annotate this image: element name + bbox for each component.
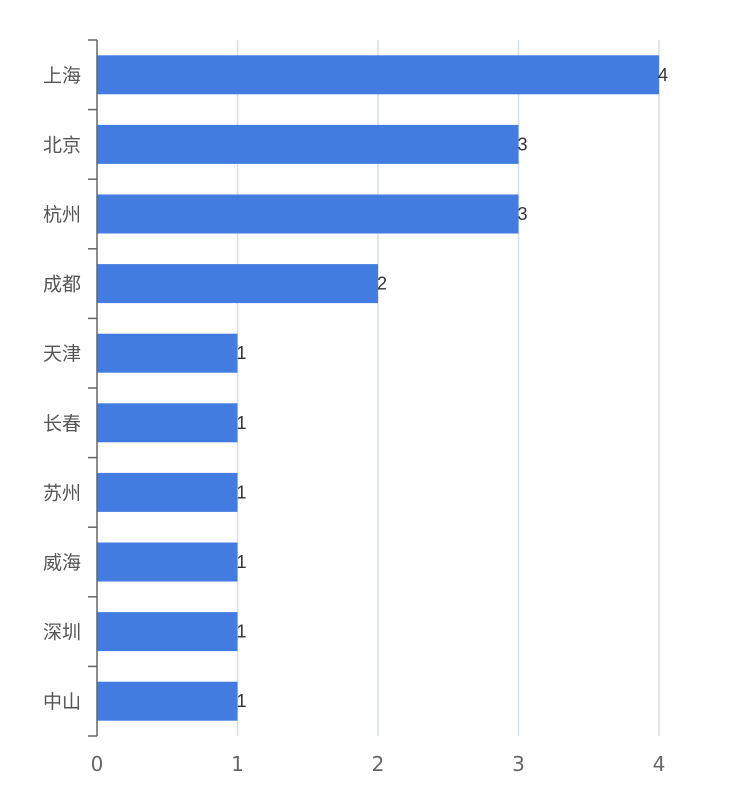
category-label-1: 上海 bbox=[43, 65, 81, 87]
data-label-7: 1 bbox=[237, 482, 247, 502]
data-label-1: 4 bbox=[658, 65, 668, 85]
category-label-8: 威海 bbox=[43, 552, 81, 574]
bar-5[interactable] bbox=[97, 333, 238, 373]
x-tick-label-2: 2 bbox=[372, 752, 385, 776]
category-label-7: 苏州 bbox=[43, 482, 81, 504]
bar-2[interactable] bbox=[97, 124, 519, 164]
bar-9[interactable] bbox=[97, 612, 238, 652]
category-label-10: 中山 bbox=[43, 691, 81, 713]
x-tick-label-1: 1 bbox=[231, 752, 244, 776]
category-label-3: 杭州 bbox=[43, 204, 81, 226]
data-label-8: 1 bbox=[237, 552, 247, 572]
category-label-9: 深圳 bbox=[43, 622, 81, 644]
data-label-9: 1 bbox=[237, 622, 247, 642]
bar-8[interactable] bbox=[97, 542, 238, 582]
x-tick-label-0: 0 bbox=[91, 752, 104, 776]
bar-1[interactable] bbox=[97, 55, 659, 95]
bar-7[interactable] bbox=[97, 472, 238, 512]
bar-10[interactable] bbox=[97, 681, 238, 721]
bars bbox=[97, 55, 659, 721]
data-label-2: 3 bbox=[518, 134, 528, 154]
data-label-5: 1 bbox=[237, 343, 247, 363]
bar-6[interactable] bbox=[97, 403, 238, 443]
data-label-10: 1 bbox=[237, 691, 247, 711]
bar-3[interactable] bbox=[97, 194, 519, 234]
data-label-6: 1 bbox=[237, 413, 247, 433]
x-tick-label-3: 3 bbox=[512, 752, 525, 776]
bar-4[interactable] bbox=[97, 264, 378, 304]
category-label-5: 天津 bbox=[43, 343, 81, 365]
labels: 0 1 2 3 4 上海 4 北京 3 杭州 3 成都 2 天津 1 长春 1 苏州 1 威海 1 深圳 1 中山 1 bbox=[43, 65, 668, 776]
category-label-4: 成都 bbox=[43, 274, 81, 296]
x-tick-label-4: 4 bbox=[653, 752, 666, 776]
axes bbox=[88, 39, 98, 737]
category-label-6: 长春 bbox=[43, 413, 81, 435]
category-label-2: 北京 bbox=[43, 134, 81, 156]
data-label-3: 3 bbox=[518, 204, 528, 224]
data-label-4: 2 bbox=[377, 274, 387, 294]
